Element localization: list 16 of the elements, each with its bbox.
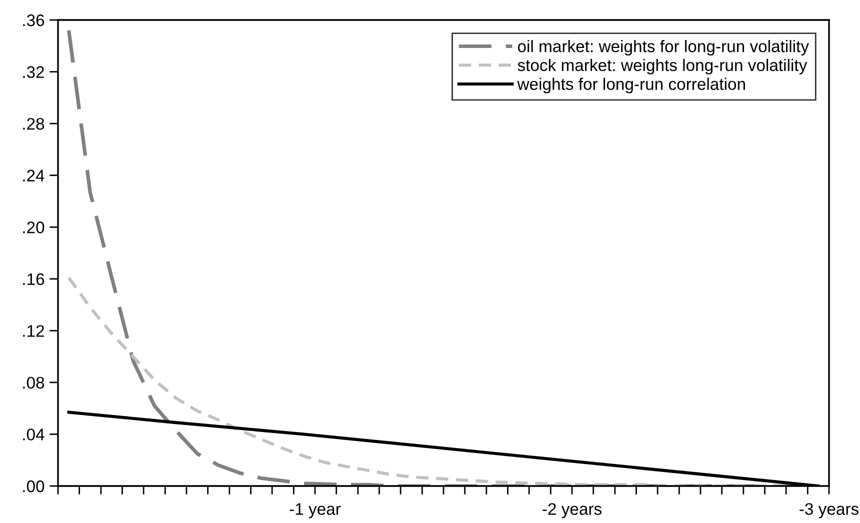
y-tick-label: .08 [23, 376, 44, 389]
y-tick-label: .36 [23, 14, 44, 26]
legend-label: oil market: weights for long-run volatility [518, 40, 809, 56]
x-tick-label: -2 years [542, 503, 602, 518]
y-tick-label: .04 [23, 428, 44, 440]
y-tick-label: .28 [23, 118, 44, 130]
legend-label: weights for long-run correlation [517, 78, 745, 94]
legend-label: stock market: weights long-run volatility [518, 58, 808, 74]
y-tick-label: .20 [23, 222, 44, 234]
x-tick-label: -3 years [800, 503, 859, 518]
y-tick-label: .16 [23, 273, 44, 286]
y-tick-label: .12 [23, 325, 44, 337]
y-tick-label: .32 [23, 66, 44, 78]
y-tick-label: .00 [23, 480, 44, 492]
y-tick-label: .24 [23, 170, 44, 182]
x-tick-label: -1 year [290, 503, 341, 518]
